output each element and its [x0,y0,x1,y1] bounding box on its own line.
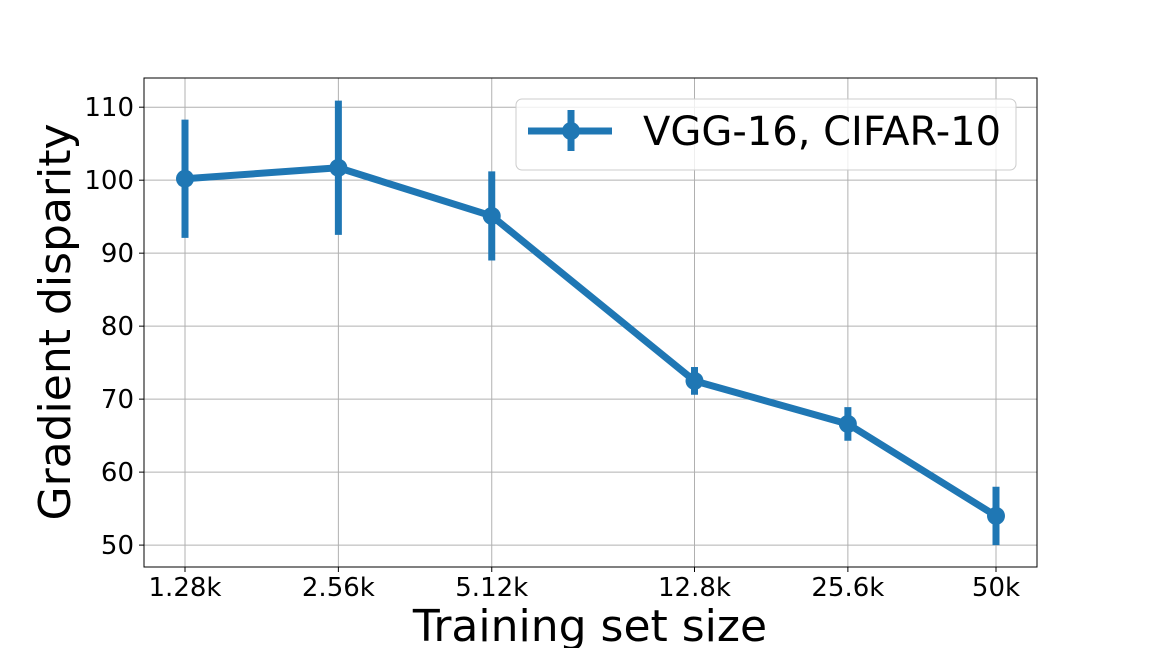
data-point [176,169,194,188]
y-axis-title: Gradient disparity [30,123,81,520]
legend-label: VGG-16, CIFAR-10 [643,109,1001,155]
x-ticks: 1.28k 2.56k 5.12k 12.8k 25.6k 50k [149,567,1020,603]
y-tick-label: 90 [101,239,134,269]
data-point [987,506,1005,525]
legend: VGG-16, CIFAR-10 [515,98,1017,171]
data-point [685,371,704,390]
legend-box [515,98,1017,171]
x-tick-label: 25.6k [811,573,884,603]
series-line [184,164,998,519]
y-tick-label: 110 [84,93,134,123]
legend-marker [562,122,580,140]
y-ticks: 50 60 70 80 90 100 110 [84,93,144,561]
y-tick-label: 80 [101,312,134,342]
x-tick-label: 5.12k [455,573,528,603]
x-tick-label: 50k [972,573,1020,603]
series-layer [176,100,1005,546]
data-point [329,158,348,177]
x-tick-label: 2.56k [302,573,375,603]
data-point [838,414,857,433]
y-tick-label: 50 [101,531,134,561]
x-tick-label: 1.28k [149,573,222,603]
x-tick-label: 12.8k [658,573,731,603]
y-tick-label: 60 [101,458,134,488]
x-axis-title: Training set size [412,601,767,648]
data-point [482,206,501,225]
y-tick-label: 100 [84,166,134,196]
y-tick-label: 70 [101,385,134,415]
plot-frame [143,77,1038,568]
